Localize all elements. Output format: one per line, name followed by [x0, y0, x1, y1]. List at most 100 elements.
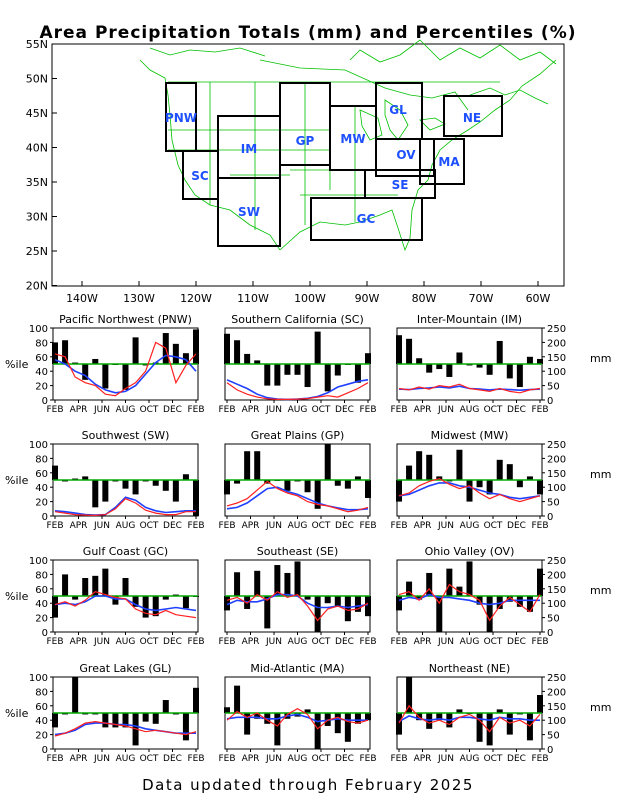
x-tick-label: DEC — [507, 637, 526, 647]
percentile-bar — [416, 358, 423, 364]
percentile-bar — [396, 596, 402, 611]
percentile-bar — [152, 713, 159, 724]
percentile-bar — [426, 364, 433, 373]
percentile-bar — [284, 480, 291, 491]
pct-tick-label: 20 — [35, 498, 48, 509]
percentile-bar — [456, 352, 463, 364]
chart-title: Southeast (SE) — [257, 545, 339, 558]
percentile-bar — [72, 596, 79, 600]
percentile-bar — [486, 713, 493, 746]
x-tick-label: JUN — [437, 637, 454, 647]
x-tick-label: FEB — [390, 405, 407, 415]
pct-tick-label: 60 — [35, 702, 48, 713]
percentile-bar — [496, 340, 503, 364]
region-label-sw: SW — [238, 205, 260, 219]
percentile-bar — [284, 572, 291, 596]
percentile-bar — [244, 713, 251, 735]
pct-tick-label: 0 — [42, 745, 48, 756]
percentile-bar — [112, 596, 119, 605]
observed-precip-line — [398, 583, 541, 622]
percentile-bar — [294, 364, 301, 375]
mm-axis-label: mm — [590, 468, 611, 481]
percentile-bar — [264, 596, 271, 629]
region-chart: Ohio Valley (OV)FEB APR JUN AUG OCT DEC FEB050… — [390, 545, 611, 647]
percentile-bar — [162, 700, 169, 713]
region-label-ma: MA — [438, 155, 460, 169]
region-box-ma — [419, 138, 465, 185]
x-tick-label: FEB — [531, 754, 548, 764]
observed-precip-line — [226, 382, 369, 400]
region-label-se: SE — [392, 178, 409, 192]
region-charts: Pacific Northwest (PNW) FEB APR JUN AUG OCT DE… — [5, 313, 611, 764]
mm-tick-label: 200 — [547, 454, 566, 465]
x-tick-label: JUN — [265, 405, 282, 415]
x-tick-label: APR — [242, 754, 260, 764]
pct-tick-label: 80 — [35, 570, 48, 581]
pct-tick-label: 100 — [29, 324, 48, 335]
x-tick-label: DEC — [163, 521, 182, 531]
region-chart: Inter-Mountain (IM) FEB APR JUN AUG OCT DEC FEB… — [390, 313, 611, 415]
x-tick-label: APR — [242, 405, 260, 415]
x-tick-label: FEB — [218, 405, 235, 415]
percentile-bar — [162, 480, 169, 491]
region-boxes — [165, 82, 503, 247]
lon-label: 100W — [294, 292, 326, 305]
percentile-bar — [354, 596, 361, 612]
pct-tick-label: 40 — [35, 716, 48, 727]
percentile-bar — [406, 338, 413, 364]
percentile-bar — [334, 596, 341, 607]
pct-tick-label: 40 — [35, 367, 48, 378]
x-tick-label: OCT — [312, 521, 331, 531]
x-tick-label: FEB — [531, 637, 548, 647]
mm-tick-label: 150 — [547, 353, 566, 364]
percentile-bar — [446, 364, 453, 377]
mm-tick-label: 200 — [547, 338, 566, 349]
observed-precip-line — [398, 383, 541, 394]
percentile-bar — [284, 364, 291, 375]
pct-tick-label: 60 — [35, 469, 48, 480]
percentile-bar — [52, 713, 58, 728]
region-label-sc: SC — [191, 169, 209, 183]
land-outline-segment — [469, 87, 549, 105]
percentile-bar — [456, 709, 463, 713]
percentile-bar — [82, 476, 89, 480]
percentile-bar — [122, 480, 129, 489]
region-chart: Southeast (SE) FEB APR JUN AUG OCT DEC FEB — [218, 545, 376, 647]
percentile-axis-label: %ile — [5, 474, 29, 487]
mm-tick-label: 200 — [547, 570, 566, 581]
percentile-bar — [354, 476, 361, 480]
percentile-bar — [486, 596, 493, 632]
mm-tick-label: 50 — [547, 382, 560, 393]
percentile-bar — [516, 364, 523, 388]
region-chart: Gulf Coast (GC)FEB APR JUN AUG OCT DEC FEB0204… — [5, 545, 205, 647]
percentile-bar — [416, 451, 423, 480]
percentile-bar — [516, 596, 523, 607]
x-tick-label: OCT — [140, 405, 159, 415]
lat-label: 45N — [26, 107, 48, 120]
x-tick-label: FEB — [359, 637, 376, 647]
percentile-bar — [62, 340, 69, 364]
percentile-bar — [354, 713, 361, 724]
chart-title: Mid-Atlantic (MA) — [250, 662, 344, 675]
region-label-gp: GP — [296, 134, 315, 148]
percentile-bar — [506, 713, 513, 735]
percentile-bar — [334, 713, 341, 734]
percentile-bar — [102, 364, 109, 389]
region-box-ov — [375, 138, 435, 177]
percentile-bar — [304, 596, 311, 600]
region-chart: Great Plains (GP) FEB APR JUN AUG OCT DEC FEB — [218, 429, 376, 531]
x-tick-label: JUN — [437, 405, 454, 415]
x-tick-label: DEC — [335, 405, 354, 415]
pct-tick-label: 0 — [42, 396, 48, 407]
x-tick-label: FEB — [390, 637, 407, 647]
region-labels: PNW SC IM SW GP MW GL OV NE MA SE GC — [165, 103, 481, 226]
x-tick-label: AUG — [460, 405, 480, 415]
mm-tick-label: 150 — [547, 585, 566, 596]
lon-label: 80W — [412, 292, 437, 305]
pct-tick-label: 20 — [35, 614, 48, 625]
lat-label: 55N — [26, 38, 48, 51]
percentile-bar — [193, 329, 199, 364]
mm-tick-label: 0 — [547, 396, 553, 407]
percentile-bar — [274, 565, 281, 596]
x-tick-label: AUG — [460, 521, 480, 531]
